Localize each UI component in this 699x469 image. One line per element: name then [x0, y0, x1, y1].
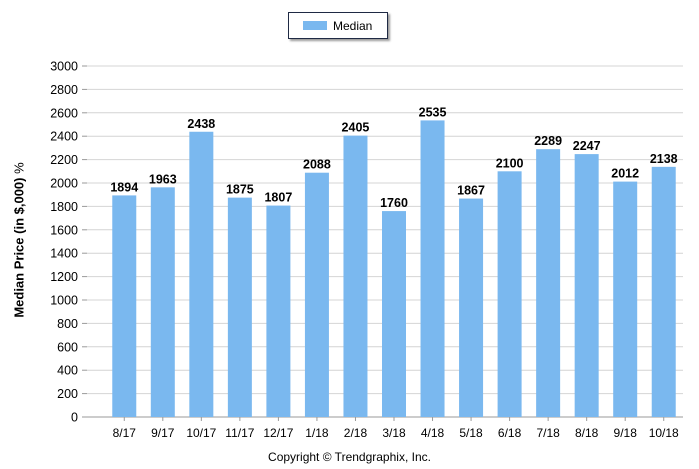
bar-value-label: 2100 — [496, 156, 524, 170]
bar — [227, 197, 252, 417]
y-tick-label: 0 — [71, 411, 78, 425]
x-axis-ticks: 8/17 9/17 10/17 11/17 12/17 1/18 2/18 3/18 4/18 5… — [113, 417, 679, 440]
legend-label: Median — [333, 18, 373, 33]
y-tick-label: 1000 — [50, 294, 78, 308]
x-tick-label: 2/18 — [344, 426, 368, 440]
y-tick-label: 2000 — [50, 177, 78, 191]
y-tick-label: 1600 — [50, 223, 78, 237]
bar-value-label: 1867 — [457, 184, 485, 198]
bar-value-label: 1760 — [380, 196, 408, 210]
x-tick-label: 9/17 — [151, 426, 175, 440]
x-tick-label: 10/17 — [186, 426, 216, 440]
bar-value-label: 2405 — [342, 121, 370, 135]
y-axis-ticks: 0 200 400 600 800 1000 1200 1400 1600 1800 2000 220… — [50, 60, 87, 425]
y-tick-label: 1200 — [50, 270, 78, 284]
bar-value-label: 2535 — [419, 105, 447, 119]
bar — [613, 181, 638, 417]
y-tick-label: 800 — [57, 317, 78, 331]
bar — [112, 195, 137, 417]
bar-value-label: 1963 — [149, 172, 177, 186]
bars — [112, 120, 676, 418]
bar — [266, 205, 291, 417]
y-tick-label: 2200 — [50, 153, 78, 167]
bar — [189, 131, 214, 417]
bar-value-label: 2138 — [650, 152, 678, 166]
bar — [497, 171, 522, 417]
y-axis-title: Median Price (in $,000) % — [12, 162, 27, 317]
x-tick-label: 7/18 — [536, 426, 560, 440]
y-tick-label: 2600 — [50, 106, 78, 120]
y-tick-label: 2800 — [50, 83, 78, 97]
bar-value-label: 2289 — [534, 134, 562, 148]
bar — [382, 211, 406, 417]
y-axis-title-text: Median Price (in $,000) — [11, 177, 27, 318]
x-tick-label: 3/18 — [382, 426, 406, 440]
x-tick-label: 5/18 — [459, 426, 483, 440]
bar-value-label: 1807 — [264, 191, 292, 205]
bar — [150, 187, 175, 417]
bar — [420, 120, 445, 417]
x-tick-label: 8/17 — [113, 426, 137, 440]
x-tick-label: 11/17 — [225, 426, 254, 440]
y-tick-label: 1800 — [50, 200, 78, 214]
x-tick-label: 6/18 — [498, 426, 522, 440]
y-tick-label: 3000 — [50, 60, 78, 74]
x-tick-label: 8/18 — [575, 426, 599, 440]
data-labels: 1894 1963 2438 1875 1807 2088 2405 1760 2535 1867… — [110, 105, 677, 210]
copyright-text: Copyright © Trendgraphix, Inc. — [268, 450, 431, 464]
bar-value-label: 2438 — [187, 117, 215, 131]
y-tick-label: 200 — [57, 387, 78, 401]
x-tick-label: 9/18 — [614, 426, 638, 440]
x-tick-label: 10/18 — [649, 426, 679, 440]
bar-value-label: 2012 — [611, 167, 639, 181]
bar — [304, 172, 329, 417]
y-tick-label: 400 — [57, 364, 78, 378]
legend: Median — [288, 12, 388, 39]
bar — [651, 166, 676, 417]
legend-swatch — [303, 21, 327, 30]
bar-value-label: 1894 — [110, 180, 138, 194]
bar — [574, 154, 599, 417]
y-tick-label: 600 — [57, 340, 78, 354]
x-tick-label: 1/18 — [305, 426, 329, 440]
y-axis-title-unit: % — [11, 162, 27, 174]
x-tick-label: 12/17 — [263, 426, 293, 440]
bar — [459, 198, 484, 417]
bar-value-label: 2247 — [573, 139, 601, 153]
x-tick-label: 4/18 — [421, 426, 445, 440]
bar-value-label: 1875 — [226, 183, 254, 197]
bar-value-label: 2088 — [303, 158, 331, 172]
y-tick-label: 2400 — [50, 130, 78, 144]
bar — [343, 135, 368, 418]
bar — [536, 149, 561, 417]
y-tick-label: 1400 — [50, 247, 78, 261]
